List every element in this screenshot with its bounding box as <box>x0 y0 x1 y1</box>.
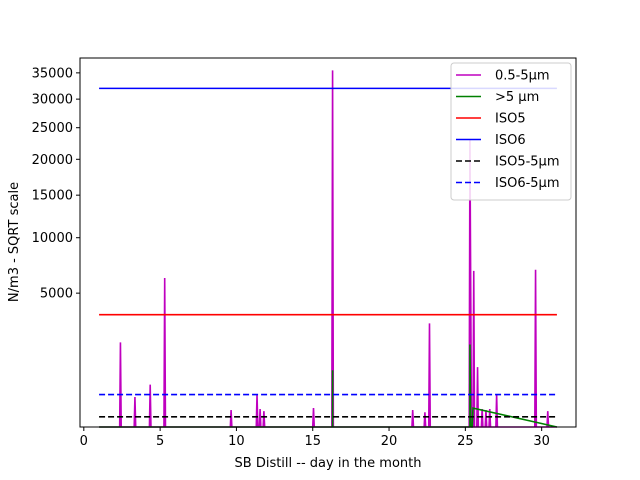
legend: 0.5-5µm >5 µm ISO5 ISO6 ISO5-5µm ISO6-5µm <box>450 62 572 201</box>
plot-frame <box>79 57 577 428</box>
plot-lines <box>99 70 558 428</box>
legend-entry-3: ISO6 <box>495 133 526 148</box>
y-tick-label: 5000 <box>40 287 73 302</box>
series-line-1 <box>99 344 558 428</box>
legend-entry-2: ISO5 <box>495 112 526 127</box>
x-tick-label: 10 <box>228 434 245 449</box>
x-axis-ticks: 0 5 10 15 20 25 30 <box>80 427 550 449</box>
x-tick-label: 0 <box>80 434 88 449</box>
y-tick-label: 30000 <box>32 93 73 108</box>
y-tick-label: 35000 <box>32 66 73 81</box>
legend-entry-0: 0.5-5µm <box>495 69 550 84</box>
series-line-0 <box>99 70 557 428</box>
x-axis-label: SB Distill -- day in the month <box>235 456 422 471</box>
x-tick-label: 5 <box>156 434 164 449</box>
y-tick-label: 10000 <box>32 231 73 246</box>
x-tick-label: 20 <box>381 434 398 449</box>
legend-entry-1: >5 µm <box>495 90 539 105</box>
legend-entry-4: ISO5-5µm <box>495 155 560 170</box>
x-tick-label: 15 <box>304 434 321 449</box>
y-tick-label: 15000 <box>32 189 73 204</box>
x-tick-label: 25 <box>457 434 474 449</box>
legend-entry-5: ISO6-5µm <box>495 176 560 191</box>
y-axis-label: N/m3 - SQRT scale <box>7 182 22 302</box>
y-tick-label: 20000 <box>32 153 73 168</box>
x-tick-label: 30 <box>533 434 550 449</box>
y-tick-label: 25000 <box>32 121 73 136</box>
y-axis-ticks: 5000 10000 15000 20000 25000 30000 35000 <box>32 66 80 302</box>
